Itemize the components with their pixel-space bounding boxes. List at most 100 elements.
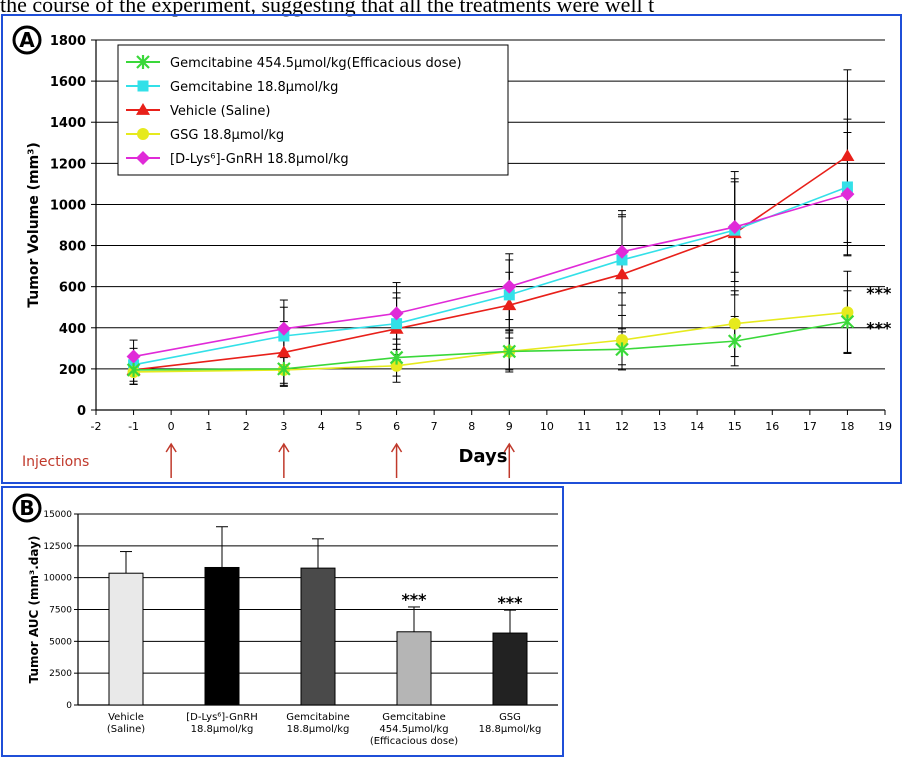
category-label: 18.8μmol/kg (191, 724, 254, 735)
legend-marker (137, 128, 149, 140)
x-tick-label: 13 (653, 420, 667, 433)
x-tick-label: 1 (205, 420, 212, 433)
legend-label: Gemcitabine 454.5μmol/kg(Efficacious dos… (170, 56, 462, 71)
category-label: Gemcitabine (382, 712, 446, 723)
data-point (503, 289, 515, 301)
y-axis-label: Tumor Volume (mm³) (26, 142, 42, 307)
series-line (133, 193, 848, 358)
injection-arrow-head (390, 442, 403, 453)
series-line (133, 155, 848, 371)
bar (204, 566, 240, 706)
category-label: [D-Lys⁶]-GnRH (186, 712, 257, 723)
data-point (840, 187, 855, 202)
legend-label: Vehicle (Saline) (170, 104, 270, 119)
data-point (616, 254, 628, 266)
y-tick-label: 2500 (49, 669, 72, 679)
y-tick-label: 12500 (43, 542, 72, 552)
panel-b-badge: B (19, 496, 34, 520)
x-tick-label: 4 (318, 420, 325, 433)
data-point (841, 181, 853, 193)
legend-marker (136, 55, 150, 69)
y-tick-label: 1800 (50, 34, 86, 49)
x-tick-label: 11 (577, 420, 591, 433)
y-tick-label: 1600 (50, 75, 86, 90)
legend-label: GSG 18.8μmol/kg (170, 128, 284, 143)
legend-marker (136, 151, 150, 165)
x-tick-label: 2 (243, 420, 250, 433)
x-tick-label: 5 (356, 420, 363, 433)
data-point (502, 298, 517, 311)
x-tick-label: 6 (393, 420, 400, 433)
significance-mark: *** (866, 283, 892, 302)
x-tick-label: -2 (91, 420, 102, 433)
data-point (277, 361, 291, 376)
category-label: 18.8μmol/kg (479, 724, 542, 735)
panel-a-frame (1, 14, 902, 484)
y-tick-label: 7500 (49, 606, 72, 616)
y-tick-label: 0 (66, 701, 72, 711)
data-point (840, 314, 855, 329)
y-tick-label: 15000 (43, 510, 72, 520)
data-point (502, 344, 517, 359)
category-label: Vehicle (108, 712, 144, 723)
y-tick-label: 200 (59, 363, 86, 378)
x-tick-label: 9 (506, 420, 513, 433)
x-tick-label: 15 (728, 420, 742, 433)
data-point (841, 306, 854, 319)
data-point (727, 220, 742, 235)
x-tick-label: -1 (128, 420, 139, 433)
y-tick-label: 1000 (50, 198, 86, 213)
x-tick-label: 18 (840, 420, 854, 433)
data-point (727, 334, 742, 349)
panel-a-badge-circle (12, 25, 42, 55)
data-point (389, 306, 404, 321)
legend-label: Gemcitabine 18.8μmol/kg (170, 80, 338, 95)
data-point (126, 362, 141, 377)
category-label: (Efficacious dose) (370, 736, 458, 747)
data-point (389, 350, 404, 365)
category-label: 454.5μmol/kg (379, 724, 448, 735)
y-tick-label: 0 (77, 404, 86, 419)
y-tick-label: 10000 (43, 574, 72, 584)
figure-caption-fragment: the course of the experiment, suggesting… (0, 0, 655, 17)
y-axis-label: Tumor AUC (mm³.day) (27, 536, 41, 684)
data-point (728, 317, 741, 330)
bar (108, 572, 144, 706)
bar (300, 567, 336, 706)
x-tick-label: 16 (765, 420, 779, 433)
x-tick-label: 8 (468, 420, 475, 433)
data-point (615, 342, 629, 357)
data-point (278, 330, 290, 342)
series-line (133, 311, 848, 373)
data-point (276, 321, 291, 336)
legend-marker (136, 103, 150, 115)
x-tick-label: 0 (168, 420, 175, 433)
x-tick-label: 7 (431, 420, 438, 433)
bar (492, 632, 528, 706)
x-tick-label: 14 (690, 420, 704, 433)
legend-marker (137, 80, 149, 92)
panel-b-badge-circle (12, 493, 42, 523)
bar (396, 631, 432, 706)
data-point (276, 345, 291, 358)
y-tick-label: 800 (59, 240, 86, 255)
injection-arrow-head (278, 442, 290, 453)
y-tick-label: 400 (59, 322, 86, 337)
y-tick-label: 1400 (50, 116, 86, 131)
category-label: GSG (499, 712, 521, 723)
x-tick-label: 19 (878, 420, 892, 433)
panel-a-badge: A (19, 28, 35, 52)
y-tick-label: 1200 (50, 157, 86, 172)
x-tick-label: 17 (803, 420, 817, 433)
series-line (133, 186, 848, 366)
category-label: Gemcitabine (286, 712, 350, 723)
data-point (390, 359, 403, 372)
category-label: (Saline) (107, 724, 145, 735)
significance-mark: *** (401, 590, 427, 609)
x-tick-label: 12 (615, 420, 629, 433)
data-point (502, 279, 517, 294)
x-tick-label: 10 (540, 420, 554, 433)
data-point (391, 318, 403, 330)
x-axis-label: Days (458, 446, 507, 467)
